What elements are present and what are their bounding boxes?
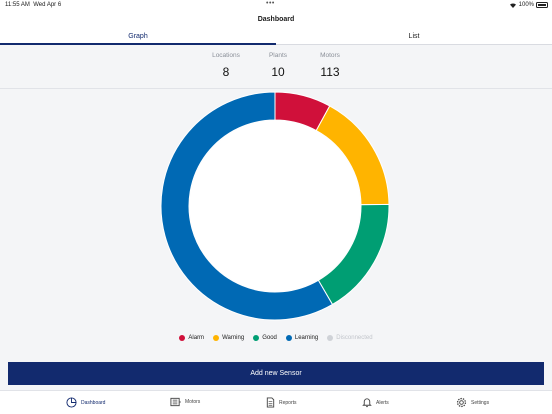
donut-hole	[189, 120, 361, 292]
nav-label: Motors	[185, 399, 201, 405]
legend-item-disconnected[interactable]: Disconnected	[327, 335, 373, 341]
navigation-bar: Dashboard	[0, 12, 552, 31]
status-donut-chart	[160, 91, 390, 321]
nav-motors[interactable]: Motors	[170, 397, 200, 407]
nav-label: Reports	[279, 399, 297, 406]
legend-swatch	[253, 335, 260, 341]
legend-swatch	[179, 335, 186, 341]
bottom-tab-bar: Dashboard Motors Reports Alerts Settings	[0, 390, 552, 414]
legend-label: Disconnected	[336, 335, 373, 341]
wifi-icon	[509, 3, 516, 8]
stat-label: Locations	[212, 52, 240, 59]
legend-swatch	[285, 335, 292, 341]
pie-chart-icon	[66, 397, 77, 408]
stat-label: Plants	[268, 52, 288, 59]
stat-label: Motors	[320, 52, 340, 59]
legend-item-warning[interactable]: Warning	[213, 335, 244, 341]
summary-stats: Locations 8 Plants 10 Motors 113	[0, 52, 552, 88]
stat-plants: Plants 10	[243, 52, 313, 79]
tab-list[interactable]: List	[408, 33, 420, 40]
battery-icon	[536, 2, 548, 8]
nav-label: Settings	[471, 399, 490, 406]
stat-motors: Motors 113	[295, 52, 365, 79]
status-right: 100%	[509, 2, 548, 8]
stat-locations: Locations 8	[191, 52, 261, 79]
legend-item-learning[interactable]: Learning	[285, 335, 319, 341]
nav-alerts[interactable]: Alerts	[362, 397, 389, 408]
bell-icon	[362, 398, 372, 408]
nav-reports[interactable]: Reports	[266, 397, 297, 408]
donut-slice-learning[interactable]	[160, 91, 334, 321]
nav-label: Alerts	[376, 399, 389, 406]
page-title: Dashboard	[257, 16, 295, 23]
legend-item-alarm[interactable]: Alarm	[179, 335, 204, 341]
legend-label: Warning	[222, 335, 245, 341]
legend-swatch	[213, 335, 220, 341]
multitask-dots-icon[interactable]: •••	[266, 0, 275, 7]
document-icon	[266, 397, 275, 408]
legend-label: Alarm	[188, 335, 205, 341]
nav-dashboard[interactable]: Dashboard	[66, 397, 105, 408]
tab-graph[interactable]: Graph	[0, 31, 276, 45]
status-bar: 11:55 AM Wed Apr 6 ••• 100%	[0, 0, 552, 12]
add-sensor-button[interactable]: Add new Sensor	[8, 362, 544, 385]
stat-value: 113	[320, 65, 340, 79]
divider	[0, 88, 552, 89]
nav-settings[interactable]: Settings	[456, 397, 489, 408]
legend-label: Learning	[294, 335, 319, 341]
legend-swatch	[327, 335, 334, 341]
status-time: 11:55 AM Wed Apr 6	[5, 2, 62, 8]
nav-label: Dashboard	[81, 399, 106, 406]
stat-value: 8	[222, 65, 230, 79]
gear-icon	[456, 397, 467, 408]
legend-label: Good	[262, 335, 277, 341]
battery-percent: 100%	[518, 2, 534, 8]
chart-legend: Alarm Warning Good Learning Disconnected	[0, 335, 552, 341]
legend-item-good[interactable]: Good	[253, 335, 277, 341]
stat-value: 10	[271, 65, 285, 79]
segmented-tabs: Graph List	[0, 31, 552, 45]
motor-icon	[170, 397, 181, 407]
